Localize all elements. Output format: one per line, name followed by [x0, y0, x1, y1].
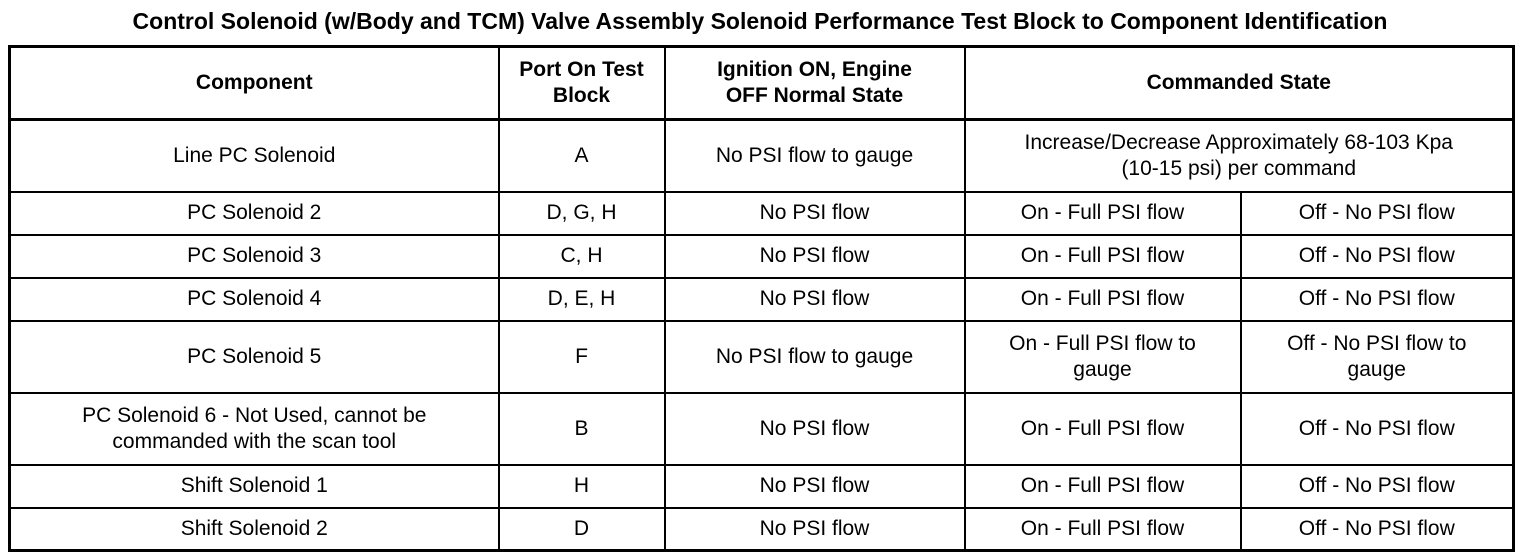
component-cell: PC Solenoid 5 — [8, 319, 500, 394]
commanded-off-cell: Off - No PSI flow to gauge — [1239, 319, 1515, 394]
normal-state-cell: No PSI flow — [663, 463, 966, 509]
component-cell: PC Solenoid 6 - Not Used, cannot be comm… — [8, 391, 500, 466]
table-row: Shift Solenoid 1 H No PSI flow On - Full PS… — [8, 463, 1515, 509]
normal-state-cell: No PSI flow — [663, 276, 966, 322]
commanded-on-cell: On - Full PSI flow to gauge — [963, 319, 1242, 394]
solenoid-test-table: Component Port On Test Block Ignition ON… — [8, 45, 1515, 552]
port-cell: A — [497, 118, 666, 193]
port-cell: D, E, H — [497, 276, 666, 322]
commanded-off-cell: Off - No PSI flow — [1239, 233, 1515, 279]
normal-state-cell: No PSI flow — [663, 391, 966, 466]
page-title: Control Solenoid (w/Body and TCM) Valve … — [132, 8, 1388, 34]
port-cell: C, H — [497, 233, 666, 279]
commanded-on-cell: On - Full PSI flow — [963, 190, 1242, 236]
table-header-row: Component Port On Test Block Ignition ON… — [8, 45, 1515, 121]
table-row: PC Solenoid 6 - Not Used, cannot be comm… — [8, 391, 1515, 466]
table-row: Line PC Solenoid A No PSI flow to gauge Inc… — [8, 118, 1515, 193]
commanded-on-cell: On - Full PSI flow — [963, 233, 1242, 279]
col-header-component: Component — [8, 45, 500, 121]
table-row: PC Solenoid 2 D, G, H No PSI flow On - Full… — [8, 190, 1515, 236]
port-cell: B — [497, 391, 666, 466]
table-body: Line PC Solenoid A No PSI flow to gauge Inc… — [8, 118, 1515, 552]
commanded-off-cell: Off - No PSI flow — [1239, 276, 1515, 322]
normal-state-cell: No PSI flow to gauge — [663, 118, 966, 193]
component-cell: PC Solenoid 2 — [8, 190, 500, 236]
table-row: PC Solenoid 3 C, H No PSI flow On - Full PS… — [8, 233, 1515, 279]
component-cell: Shift Solenoid 2 — [8, 506, 500, 552]
col-header-port-on-test-block: Port On Test Block — [497, 45, 666, 121]
col-header-commanded-state: Commanded State — [963, 45, 1515, 121]
table-row: PC Solenoid 4 D, E, H No PSI flow On - Full… — [8, 276, 1515, 322]
table-row: PC Solenoid 5 F No PSI flow to gauge On - F… — [8, 319, 1515, 394]
normal-state-cell: No PSI flow — [663, 506, 966, 552]
commanded-off-cell: Off - No PSI flow — [1239, 463, 1515, 509]
normal-state-cell: No PSI flow to gauge — [663, 319, 966, 394]
component-cell: Line PC Solenoid — [8, 118, 500, 193]
port-cell: D, G, H — [497, 190, 666, 236]
commanded-off-cell: Off - No PSI flow — [1239, 190, 1515, 236]
col-header-normal-state: Ignition ON, Engine OFF Normal State — [663, 45, 966, 121]
commanded-cell: Increase/Decrease Approximately 68-103 K… — [963, 118, 1515, 193]
normal-state-cell: No PSI flow — [663, 233, 966, 279]
component-cell: PC Solenoid 3 — [8, 233, 500, 279]
component-cell: Shift Solenoid 1 — [8, 463, 500, 509]
component-cell: PC Solenoid 4 — [8, 276, 500, 322]
commanded-off-cell: Off - No PSI flow — [1239, 506, 1515, 552]
commanded-on-cell: On - Full PSI flow — [963, 276, 1242, 322]
table-row: Shift Solenoid 2 D No PSI flow On - Full PS… — [8, 506, 1515, 552]
table-header: Component Port On Test Block Ignition ON… — [8, 45, 1515, 121]
commanded-on-cell: On - Full PSI flow — [963, 391, 1242, 466]
commanded-on-cell: On - Full PSI flow — [963, 506, 1242, 552]
commanded-off-cell: Off - No PSI flow — [1239, 391, 1515, 466]
port-cell: H — [497, 463, 666, 509]
port-cell: F — [497, 319, 666, 394]
normal-state-cell: No PSI flow — [663, 190, 966, 236]
port-cell: D — [497, 506, 666, 552]
commanded-on-cell: On - Full PSI flow — [963, 463, 1242, 509]
